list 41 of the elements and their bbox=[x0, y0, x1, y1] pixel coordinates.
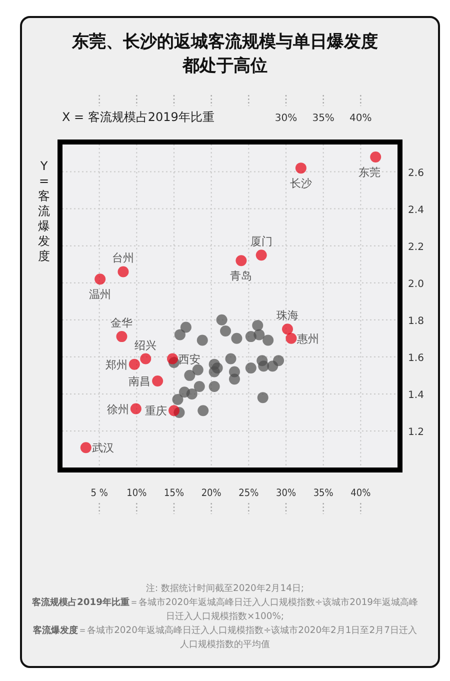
x2-axis-title: X = 客流规模占2019年比重 bbox=[62, 110, 214, 124]
y-tick-label: 1.4 bbox=[408, 390, 424, 401]
annotation: 重庆 bbox=[145, 404, 167, 418]
x2-tick-label: 30% bbox=[274, 113, 298, 124]
annotation: 南昌 bbox=[128, 374, 151, 388]
annotation: 珠海 bbox=[276, 309, 298, 322]
text: 注: 数据统计时间截至2020年2月14日; bbox=[146, 583, 304, 594]
y-axis-title: Y = 客流爆发度 bbox=[38, 159, 50, 263]
x2-tick-label: 40% bbox=[350, 113, 372, 124]
y-tick-label: 2.6 bbox=[408, 168, 424, 179]
x-tick-label: 10% bbox=[126, 488, 148, 499]
x2-tick-label: 35% bbox=[312, 113, 334, 124]
x-tick-label: 20% bbox=[201, 488, 222, 499]
annotation: 厦门 bbox=[250, 235, 272, 248]
text: 客流爆发度＝各城市2020年返城高峰日迁入人口规模指数÷该城市2020年2月1日至2月7日迁入人口规模指数的平均值 bbox=[33, 625, 417, 650]
x-tick-label: 5 % bbox=[90, 488, 108, 499]
annotation: 青岛 bbox=[230, 270, 252, 283]
annotation: 西安 bbox=[178, 352, 201, 366]
annotation: 武汉 bbox=[92, 442, 114, 455]
text: 客流规模占2019年比重＝各城市2020年返城高峰日迁入人口规模指数÷该城市2019年返城高峰日迁入人口规模指数×100%; bbox=[32, 597, 418, 622]
annotation: 东莞 bbox=[358, 166, 381, 179]
x-tick-label: 15% bbox=[164, 488, 184, 499]
chart-title: 东莞、长沙的返城客流规模与单日爆发度都处于高位 bbox=[70, 31, 379, 78]
x-tick-label: 35% bbox=[313, 488, 334, 499]
annotation: 惠州 bbox=[296, 332, 320, 346]
y-tick-label: 2.2 bbox=[408, 242, 424, 253]
y-tick-label: 2.4 bbox=[408, 204, 424, 216]
y-tick-label: 1.8 bbox=[408, 316, 424, 327]
annotation: 金华 bbox=[110, 316, 133, 330]
y-tick-label: 1.6 bbox=[408, 352, 424, 364]
annotation: 长沙 bbox=[290, 177, 312, 190]
x-tick-label: 25% bbox=[238, 488, 260, 499]
annotation: 郑州 bbox=[105, 358, 128, 372]
annotation: 绍兴 bbox=[134, 338, 157, 352]
x-tick-label: 40% bbox=[350, 488, 372, 499]
annotation: 徐州 bbox=[106, 402, 129, 416]
x-tick-label: 30% bbox=[276, 488, 296, 499]
annotation: 台州 bbox=[112, 252, 134, 265]
y-tick-label: 2.0 bbox=[408, 278, 424, 290]
y-tick-label: 1.2 bbox=[408, 426, 424, 438]
annotation: 温州 bbox=[89, 288, 112, 302]
